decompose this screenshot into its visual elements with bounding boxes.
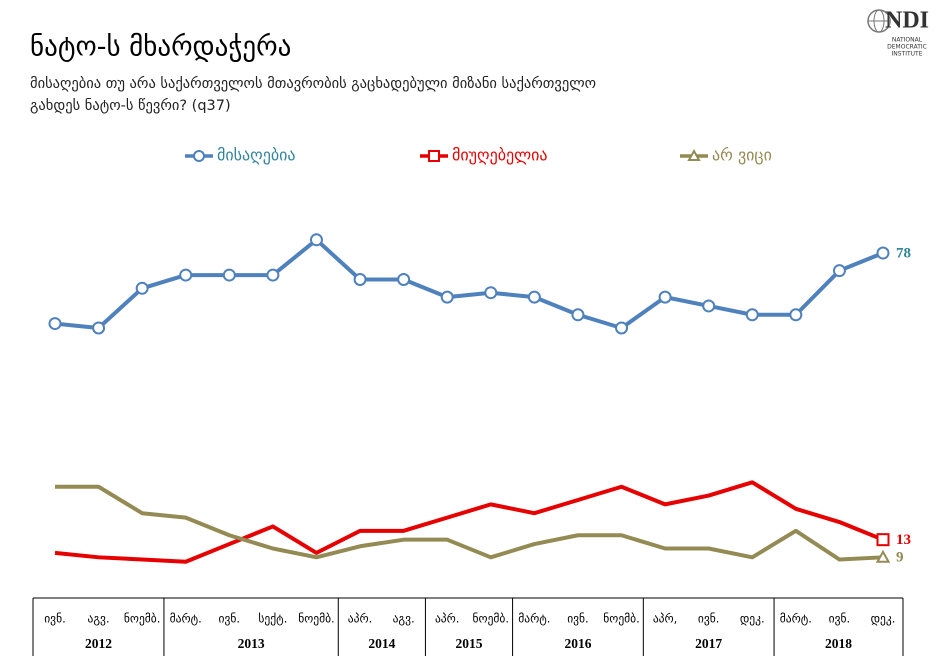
point-marker: [484, 286, 498, 300]
x-tick-label: მარტ.: [780, 612, 812, 626]
point-marker: [875, 549, 891, 563]
x-tick-label: ნოემბ.: [603, 612, 640, 626]
x-tick-label: ნოემბ.: [473, 612, 510, 626]
logo-caption: DEMOCRATIC: [887, 44, 927, 51]
point-marker: [876, 246, 890, 260]
data-label: 9: [896, 550, 904, 566]
x-tick-label: მარტ.: [170, 612, 202, 626]
x-tick-label: სექტ.: [258, 612, 287, 626]
x-tick-label: ივნ.: [567, 612, 589, 626]
point-marker: [832, 264, 846, 278]
subtitle: მისაღებია თუ არა საქართველოს მთავრობის გ…: [30, 75, 596, 92]
point-marker: [571, 308, 585, 322]
data-label: 13: [896, 532, 911, 548]
year-label: 2012: [85, 636, 112, 651]
x-tick-label: მარტ.: [518, 612, 550, 626]
point-marker: [266, 268, 280, 282]
logo-caption: INSTITUTE: [891, 51, 922, 58]
year-label: 2014: [368, 636, 395, 651]
point-marker: [397, 272, 411, 286]
x-tick-label: დეკ.: [871, 612, 896, 626]
point-marker: [440, 290, 454, 304]
year-label: 2018: [825, 636, 852, 651]
legend-label: მისაღებია: [217, 146, 296, 165]
x-tick-label: აპრ.: [348, 612, 373, 626]
logo-caption: NATIONAL: [892, 37, 923, 44]
legend-marker: [687, 148, 701, 161]
point-marker: [658, 290, 672, 304]
legend-marker: [428, 150, 440, 162]
year-label: 2015: [456, 636, 483, 651]
point-marker: [353, 272, 367, 286]
x-tick-label: აგვ.: [393, 612, 415, 626]
point-marker: [702, 299, 716, 313]
series-line: [54, 237, 884, 330]
point-marker: [615, 321, 629, 335]
year-label: 2013: [238, 636, 265, 651]
point-marker: [876, 533, 890, 547]
x-tick-label: ივნ.: [219, 612, 241, 626]
x-tick-label: ივნ.: [698, 612, 720, 626]
logo-text: NDI: [885, 8, 929, 34]
point-marker: [48, 317, 62, 331]
x-tick-label: აპრ.: [435, 612, 460, 626]
legend-marker: [193, 150, 205, 162]
point-marker: [92, 321, 106, 335]
point-marker: [745, 308, 759, 322]
logo: NDI NATIONAL DEMOCRATIC INSTITUTE: [867, 8, 929, 58]
chart-title: ნატო-ს მხარდაჭერა: [30, 32, 291, 63]
point-marker: [179, 268, 193, 282]
data-label: 78: [896, 245, 911, 261]
x-tick-label: ნოემბ.: [124, 612, 161, 626]
legend-label: მიუღებელია: [452, 146, 548, 165]
subtitle: გახდეს ნატო-ს წევრი? (q37): [30, 97, 231, 114]
point-marker: [135, 281, 149, 295]
x-tick-label: ნოემბ.: [298, 612, 335, 626]
point-marker: [309, 233, 323, 247]
point-marker: [789, 308, 803, 322]
series-line: [55, 484, 884, 562]
point-marker: [222, 268, 236, 282]
legend-label: არ ვიცი: [712, 146, 772, 165]
x-tick-label: ივნ.: [44, 612, 66, 626]
year-label: 2016: [564, 636, 591, 651]
x-tick-label: აპრ,: [653, 612, 678, 626]
x-tick-label: დეკ.: [740, 612, 765, 626]
x-tick-label: აგვ.: [88, 612, 110, 626]
point-marker: [527, 290, 541, 304]
year-label: 2017: [695, 636, 722, 651]
x-tick-label: ივნ.: [829, 612, 851, 626]
series-line: [54, 480, 884, 564]
